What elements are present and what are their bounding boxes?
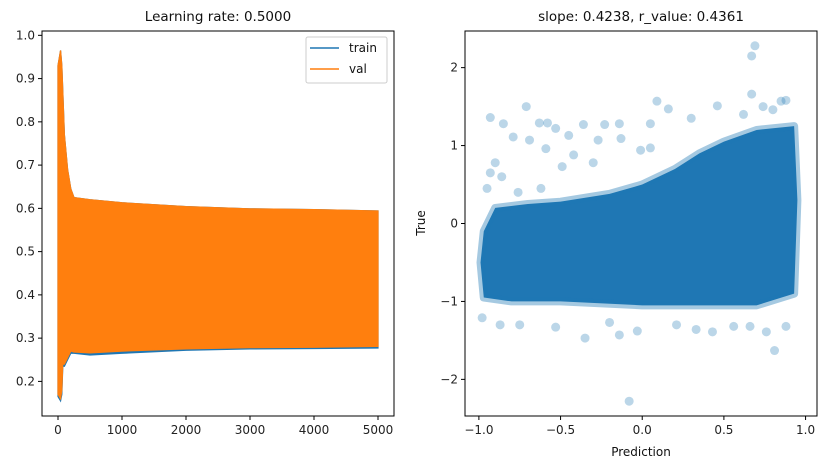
right-y-tick-label: 0 (450, 217, 458, 231)
scatter-point (745, 321, 755, 331)
scatter-point (593, 135, 603, 145)
left-y-tick-label: 1.0 (16, 28, 35, 42)
scatter-point (557, 162, 567, 172)
scatter-dense-cloud (476, 122, 802, 310)
scatter-point (551, 322, 561, 332)
scatter-point (691, 324, 701, 334)
right-axes-frame (464, 30, 818, 417)
left-y-tick-label: 0.3 (16, 331, 35, 345)
scatter-point (645, 143, 655, 153)
right-x-axis-label: Prediction (611, 445, 671, 459)
scatter-point (686, 113, 696, 123)
right-x-tick-label: −0.5 (546, 423, 575, 437)
scatter-point (564, 130, 574, 140)
scatter-point (605, 317, 615, 327)
left-x-tick-label: 3000 (235, 423, 266, 437)
scatter-point (652, 96, 662, 106)
scatter-point (485, 168, 495, 178)
scatter-point (580, 333, 590, 343)
scatter-point (515, 320, 525, 330)
scatter-point (551, 123, 561, 133)
right-y-tick-label: 1 (450, 139, 458, 153)
right-y-tick-label: −2 (440, 372, 458, 386)
right-x-tick-label: 0.5 (714, 423, 733, 437)
left-y-tick-label: 0.5 (16, 245, 35, 259)
scatter-point (521, 102, 531, 112)
scatter-point (477, 313, 487, 323)
scatter-point (768, 105, 778, 115)
scatter-point (490, 158, 500, 168)
scatter-point (541, 144, 551, 154)
scatter-point (578, 120, 588, 130)
legend-train-label: train (349, 41, 377, 55)
right-chart-title: slope: 0.4238, r_value: 0.4361 (538, 9, 744, 25)
scatter-point (614, 119, 624, 129)
scatter-point (645, 119, 655, 129)
scatter-point (707, 327, 717, 337)
right-y-axis-label: True (414, 210, 428, 237)
right-x-tick-label: 0.0 (633, 423, 652, 437)
scatter-point (750, 41, 760, 51)
left-axes-frame (41, 30, 395, 417)
right-x-tick-label: −1.0 (464, 423, 493, 437)
left-plot: 0 1000 2000 3000 4000 5000 0.2 0.3 0.4 0.5 0.6 0.7 0… (16, 28, 393, 437)
scatter-point (738, 109, 748, 119)
scatter-point (747, 89, 757, 99)
left-y-tick-label: 0.7 (16, 158, 35, 172)
scatter-point (525, 135, 535, 145)
left-x-tick-label: 0 (54, 423, 62, 437)
scatter-point (624, 396, 634, 406)
left-y-tick-label: 0.4 (16, 288, 35, 302)
scatter-point (508, 132, 518, 142)
right-x-tick-label: 1.0 (796, 423, 815, 437)
series-val-band (57, 50, 379, 401)
scatter-point (781, 321, 791, 331)
scatter-point (614, 330, 624, 340)
left-x-tick-label: 5000 (363, 423, 394, 437)
left-x-tick-label: 2000 (171, 423, 202, 437)
scatter-point (781, 95, 791, 105)
scatter-point (663, 104, 673, 114)
left-x-tick-label: 4000 (299, 423, 330, 437)
left-x-tick-label: 1000 (107, 423, 138, 437)
scatter-point (588, 158, 598, 168)
scatter-point (534, 118, 544, 128)
scatter-point (600, 120, 610, 130)
right-y-tick-label: 2 (450, 61, 458, 75)
scatter-point (498, 119, 508, 129)
scatter-point (636, 145, 646, 155)
scatter-point (569, 150, 579, 160)
right-y-tick-label: −1 (440, 294, 458, 308)
scatter-point (485, 113, 495, 123)
scatter-point (497, 172, 507, 182)
scatter-point (758, 102, 768, 112)
scatter-point (729, 321, 739, 331)
legend-val-label: val (349, 62, 367, 76)
scatter-point (747, 51, 757, 61)
scatter-point (495, 320, 505, 330)
scatter-point (536, 183, 546, 193)
scatter-point (632, 326, 642, 336)
scatter-point (542, 118, 552, 128)
scatter-point (513, 187, 523, 197)
scatter-point (770, 346, 780, 356)
left-y-tick-label: 0.2 (16, 374, 35, 388)
scatter-point (712, 101, 722, 111)
left-y-tick-label: 0.8 (16, 115, 35, 129)
scatter-point (776, 96, 786, 106)
scatter-point (761, 327, 771, 337)
scatter-point (672, 320, 682, 330)
scatter-point (616, 134, 626, 144)
left-chart-title: Learning rate: 0.5000 (145, 9, 291, 25)
legend: train val (305, 36, 388, 84)
right-plot: −1.0 −0.5 0.0 0.5 1.0 −2 −1 0 1 2 (440, 41, 815, 437)
left-y-tick-label: 0.6 (16, 201, 35, 215)
scatter-point (482, 183, 492, 193)
left-y-tick-label: 0.9 (16, 72, 35, 86)
